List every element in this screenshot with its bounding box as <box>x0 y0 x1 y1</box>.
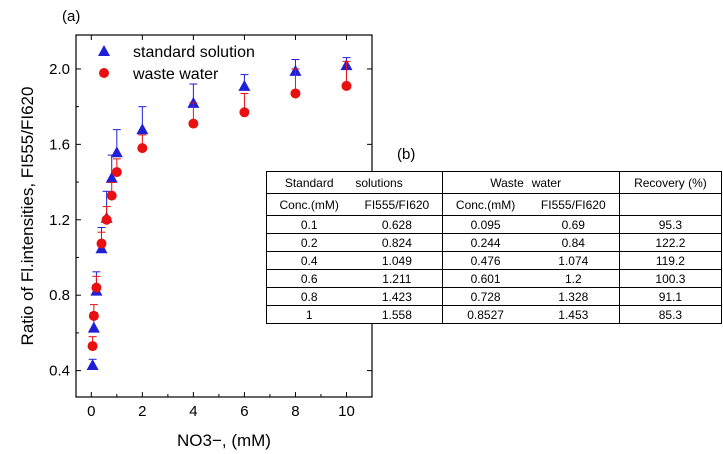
panel-b-label: (b) <box>397 146 416 163</box>
data-point <box>341 80 352 91</box>
data-point <box>110 146 123 158</box>
data-point <box>91 282 102 293</box>
data-point <box>106 190 117 201</box>
data-point <box>137 143 148 154</box>
table-header-cell: Conc.(mM) <box>266 193 352 216</box>
x-tick-label: 0 <box>87 403 95 420</box>
table-cell: 85.3 <box>618 305 723 324</box>
data-point <box>86 358 99 370</box>
table-header-cell: Conc.(mM) <box>442 193 528 216</box>
table-cell: 1.2 <box>527 269 620 288</box>
data-point <box>136 123 149 135</box>
table-header-row-2: Conc.(mM) FI555/FI620 Conc.(mM) FI555/FI… <box>266 193 723 216</box>
legend-label: waste water <box>132 66 219 83</box>
table-body: 0.1 0.628 0.095 0.69 95.3 0.2 0.824 0.244 0.84 12… <box>266 215 723 324</box>
table-header-cell: Waste <box>442 171 528 194</box>
table-cell: 1.074 <box>527 251 620 270</box>
table-cell: 0.69 <box>527 215 620 234</box>
legend-marker <box>98 45 110 56</box>
table-row: 0.6 1.211 0.601 1.2 100.3 <box>266 269 723 288</box>
y-axis-title: Ratio of Fl.intensities, FI555/FI620 <box>18 87 37 346</box>
table-cell: 91.1 <box>618 287 723 306</box>
x-tick-label: 6 <box>240 403 248 420</box>
x-tick-label: 10 <box>338 403 355 420</box>
table-cell: 0.244 <box>442 233 528 252</box>
table-cell: 1.423 <box>351 287 444 306</box>
table-row: 1 1.558 0.8527 1.453 85.3 <box>266 305 723 324</box>
table-cell: 0.601 <box>442 269 528 288</box>
data-point <box>105 171 118 183</box>
table-cell: 0.476 <box>442 251 528 270</box>
data-point <box>101 214 112 225</box>
data-point <box>290 88 301 99</box>
x-tick-label: 8 <box>291 403 299 420</box>
table-cell: 1.558 <box>351 305 444 324</box>
legend-marker <box>99 68 109 78</box>
table-cell: 95.3 <box>618 215 723 234</box>
y-tick-label: 1.6 <box>49 136 70 153</box>
table-cell: 1.049 <box>351 251 444 270</box>
table-cell: 0.824 <box>351 233 444 252</box>
data-point <box>188 118 199 129</box>
table-header-cell: Recovery (%) <box>618 171 723 194</box>
recovery-table: Standard solutions Waste water Recovery … <box>266 171 723 324</box>
x-axis-title: NO3−, (mM) <box>177 431 271 450</box>
data-point <box>96 238 107 249</box>
table-cell: 0.1 <box>266 215 352 234</box>
table-row: 0.2 0.824 0.244 0.84 122.2 <box>266 233 723 252</box>
table-cell: 1.453 <box>527 305 620 324</box>
table-cell: 0.8 <box>266 287 352 306</box>
table-header-row-1: Standard solutions Waste water Recovery … <box>266 171 723 194</box>
x-tick-label: 2 <box>138 403 146 420</box>
table-cell: 1.328 <box>527 287 620 306</box>
table-cell: 122.2 <box>618 233 723 252</box>
table-cell: 0.8527 <box>442 305 528 324</box>
table-cell: 0.2 <box>266 233 352 252</box>
table-cell: 0.095 <box>442 215 528 234</box>
data-point <box>238 79 251 91</box>
table-header-cell <box>618 193 723 216</box>
table-header-cell: FI555/FI620 <box>351 193 444 216</box>
table-row: 0.4 1.049 0.476 1.074 119.2 <box>266 251 723 270</box>
y-tick-label: 1.2 <box>49 212 70 229</box>
y-tick-label: 2.0 <box>49 61 70 78</box>
table-header-cell: FI555/FI620 <box>527 193 620 216</box>
data-point <box>87 321 100 333</box>
table-header-cell: water <box>527 171 620 194</box>
x-tick-label: 4 <box>189 403 197 420</box>
y-tick-label: 0.8 <box>49 287 70 304</box>
table-cell: 0.84 <box>527 233 620 252</box>
table-cell: 119.2 <box>618 251 723 270</box>
table-cell: 0.728 <box>442 287 528 306</box>
table-row: 0.8 1.423 0.728 1.328 91.1 <box>266 287 723 306</box>
table-cell: 0.4 <box>266 251 352 270</box>
table-cell: 100.3 <box>618 269 723 288</box>
table-header-cell: solutions <box>351 171 444 194</box>
y-tick-label: 0.4 <box>49 363 70 380</box>
table-row: 0.1 0.628 0.095 0.69 95.3 <box>266 215 723 234</box>
legend-label: standard solution <box>133 44 255 61</box>
table-cell: 1.211 <box>351 269 444 288</box>
table-header-cell: Standard <box>266 171 352 194</box>
table-cell: 1 <box>266 305 352 324</box>
data-point <box>111 167 122 178</box>
table-cell: 0.6 <box>266 269 352 288</box>
table-cell: 0.628 <box>351 215 444 234</box>
data-point <box>239 107 250 118</box>
data-point <box>88 310 99 321</box>
panel-a-label: (a) <box>62 8 81 25</box>
data-point <box>87 341 98 352</box>
